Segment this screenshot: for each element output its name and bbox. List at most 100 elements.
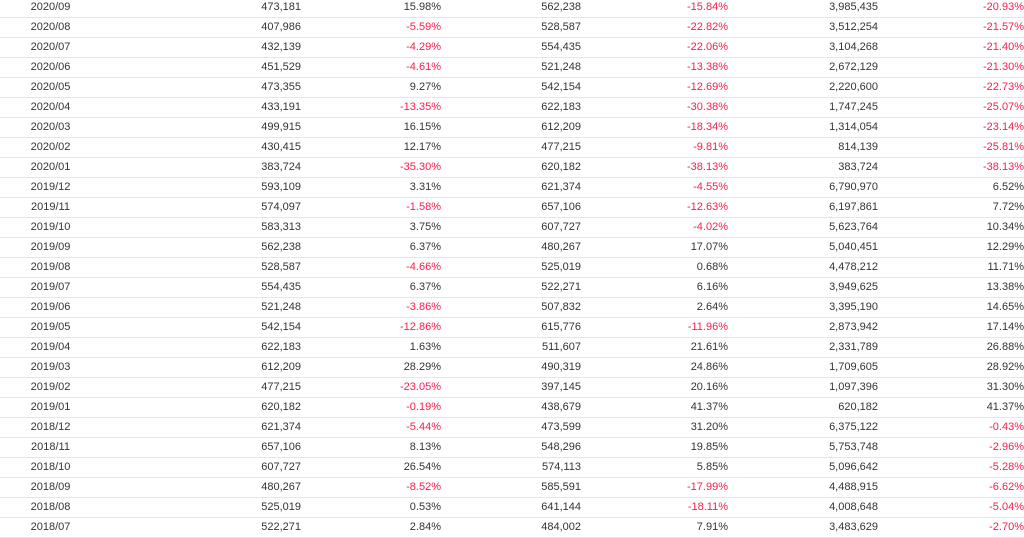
cumulative-change-cell: 26.88%: [878, 337, 1024, 358]
table-row: 2018/09 480,267 -8.52% 585,591 -17.99% 4,488,…: [0, 477, 1024, 498]
mom-change-cell: -3.86%: [301, 297, 441, 318]
value-cell: 620,182: [101, 397, 301, 418]
prior-year-value-cell: 528,587: [441, 17, 581, 38]
mom-change-cell: -12.86%: [301, 317, 441, 338]
table-row: 2020/03 499,915 16.15% 612,209 -18.34% 1,314,…: [0, 117, 1024, 138]
cumulative-change-cell: 41.37%: [878, 397, 1024, 418]
month-cell: 2020/01: [0, 157, 101, 178]
mom-change-cell: 26.54%: [301, 457, 441, 478]
cumulative-change-cell: -23.14%: [878, 117, 1024, 138]
table-row: 2019/11 574,097 -1.58% 657,106 -12.63% 6,197,…: [0, 197, 1024, 218]
prior-year-value-cell: 574,113: [441, 457, 581, 478]
month-cell: 2019/06: [0, 297, 101, 318]
table-row: 2019/08 528,587 -4.66% 525,019 0.68% 4,478,21…: [0, 257, 1024, 278]
cumulative-change-cell: 31.30%: [878, 377, 1024, 398]
cumulative-change-cell: 28.92%: [878, 357, 1024, 378]
yoy-change-cell: -15.84%: [581, 0, 728, 18]
value-cell: 525,019: [101, 497, 301, 518]
yoy-change-cell: 20.16%: [581, 377, 728, 398]
mom-change-cell: -0.19%: [301, 397, 441, 418]
table-row: 2020/07 432,139 -4.29% 554,435 -22.06% 3,104,…: [0, 37, 1024, 58]
prior-year-value-cell: 621,374: [441, 177, 581, 198]
yoy-change-cell: 5.85%: [581, 457, 728, 478]
table-row: 2019/04 622,183 1.63% 511,607 21.61% 2,331,78…: [0, 337, 1024, 358]
cumulative-value-cell: 2,672,129: [728, 57, 878, 78]
table-row: 2019/01 620,182 -0.19% 438,679 41.37% 620,182…: [0, 397, 1024, 418]
month-cell: 2019/03: [0, 357, 101, 378]
table-row: 2019/09 562,238 6.37% 480,267 17.07% 5,040,45…: [0, 237, 1024, 258]
prior-year-value-cell: 620,182: [441, 157, 581, 178]
cumulative-value-cell: 3,104,268: [728, 37, 878, 58]
value-cell: 528,587: [101, 257, 301, 278]
cumulative-value-cell: 3,483,629: [728, 517, 878, 538]
cumulative-change-cell: -6.62%: [878, 477, 1024, 498]
value-cell: 451,529: [101, 57, 301, 78]
yoy-change-cell: -9.81%: [581, 137, 728, 158]
cumulative-value-cell: 6,197,861: [728, 197, 878, 218]
prior-year-value-cell: 615,776: [441, 317, 581, 338]
value-cell: 477,215: [101, 377, 301, 398]
value-cell: 521,248: [101, 297, 301, 318]
month-cell: 2019/02: [0, 377, 101, 398]
cumulative-value-cell: 5,753,748: [728, 437, 878, 458]
month-cell: 2020/05: [0, 77, 101, 98]
yoy-change-cell: -17.99%: [581, 477, 728, 498]
value-cell: 554,435: [101, 277, 301, 298]
cumulative-change-cell: -5.04%: [878, 497, 1024, 518]
value-cell: 583,313: [101, 217, 301, 238]
table-row: 2018/11 657,106 8.13% 548,296 19.85% 5,753,74…: [0, 437, 1024, 458]
table-row: 2019/06 521,248 -3.86% 507,832 2.64% 3,395,19…: [0, 297, 1024, 318]
month-cell: 2019/04: [0, 337, 101, 358]
cumulative-change-cell: -25.81%: [878, 137, 1024, 158]
cumulative-change-cell: 12.29%: [878, 237, 1024, 258]
mom-change-cell: 3.31%: [301, 177, 441, 198]
month-cell: 2019/10: [0, 217, 101, 238]
prior-year-value-cell: 507,832: [441, 297, 581, 318]
mom-change-cell: 2.84%: [301, 517, 441, 538]
yoy-change-cell: -13.38%: [581, 57, 728, 78]
yoy-change-cell: 24.86%: [581, 357, 728, 378]
month-cell: 2019/11: [0, 197, 101, 218]
yoy-change-cell: -22.06%: [581, 37, 728, 58]
table-row: 2019/10 583,313 3.75% 607,727 -4.02% 5,623,76…: [0, 217, 1024, 238]
table-row: 2020/05 473,355 9.27% 542,154 -12.69% 2,220,6…: [0, 77, 1024, 98]
table-row: 2018/08 525,019 0.53% 641,144 -18.11% 4,008,6…: [0, 497, 1024, 518]
cumulative-value-cell: 5,096,642: [728, 457, 878, 478]
prior-year-value-cell: 521,248: [441, 57, 581, 78]
prior-year-value-cell: 438,679: [441, 397, 581, 418]
prior-year-value-cell: 542,154: [441, 77, 581, 98]
yoy-change-cell: -18.11%: [581, 497, 728, 518]
prior-year-value-cell: 585,591: [441, 477, 581, 498]
mom-change-cell: -8.52%: [301, 477, 441, 498]
value-cell: 499,915: [101, 117, 301, 138]
cumulative-value-cell: 1,709,605: [728, 357, 878, 378]
mom-change-cell: 28.29%: [301, 357, 441, 378]
yoy-change-cell: -38.13%: [581, 157, 728, 178]
month-cell: 2018/09: [0, 477, 101, 498]
cumulative-change-cell: -20.93%: [878, 0, 1024, 18]
yoy-change-cell: 31.20%: [581, 417, 728, 438]
cumulative-change-cell: -25.07%: [878, 97, 1024, 118]
prior-year-value-cell: 612,209: [441, 117, 581, 138]
yoy-change-cell: 7.91%: [581, 517, 728, 538]
cumulative-value-cell: 2,331,789: [728, 337, 878, 358]
month-cell: 2020/06: [0, 57, 101, 78]
cumulative-change-cell: -5.28%: [878, 457, 1024, 478]
table-row: 2019/02 477,215 -23.05% 397,145 20.16% 1,097,…: [0, 377, 1024, 398]
table-row: 2019/05 542,154 -12.86% 615,776 -11.96% 2,873…: [0, 317, 1024, 338]
table-row: 2018/07 522,271 2.84% 484,002 7.91% 3,483,629…: [0, 517, 1024, 538]
prior-year-value-cell: 473,599: [441, 417, 581, 438]
month-cell: 2019/09: [0, 237, 101, 258]
yoy-change-cell: -4.02%: [581, 217, 728, 238]
month-cell: 2019/01: [0, 397, 101, 418]
cumulative-value-cell: 5,623,764: [728, 217, 878, 238]
cumulative-value-cell: 5,040,451: [728, 237, 878, 258]
yoy-change-cell: -12.69%: [581, 77, 728, 98]
prior-year-value-cell: 622,183: [441, 97, 581, 118]
yoy-change-cell: 21.61%: [581, 337, 728, 358]
cumulative-change-cell: 10.34%: [878, 217, 1024, 238]
mom-change-cell: -5.44%: [301, 417, 441, 438]
cumulative-value-cell: 2,220,600: [728, 77, 878, 98]
prior-year-value-cell: 522,271: [441, 277, 581, 298]
cumulative-change-cell: -2.70%: [878, 517, 1024, 538]
